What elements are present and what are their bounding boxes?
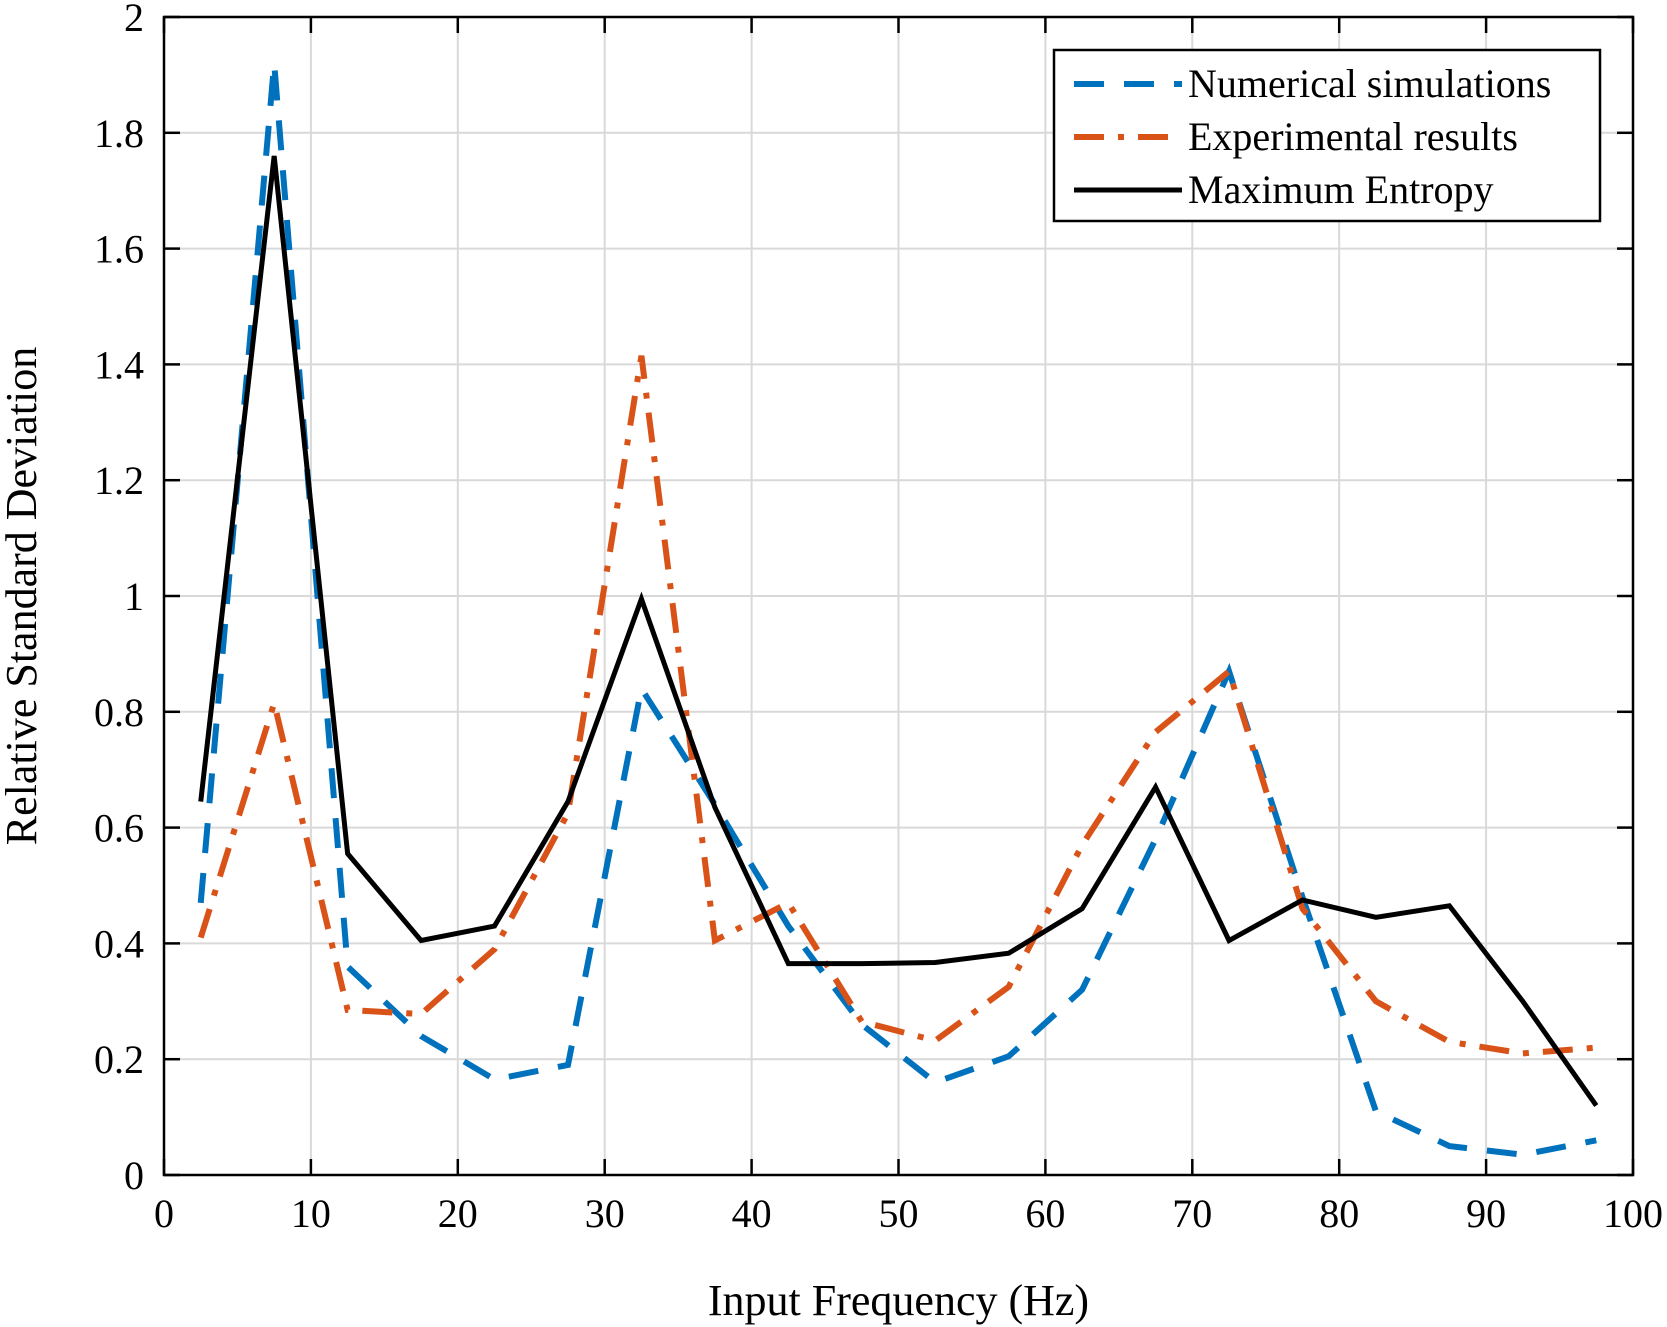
y-tick-label: 2 [124, 0, 144, 40]
x-tick-label: 100 [1603, 1191, 1663, 1236]
y-tick-label: 1.8 [94, 111, 144, 156]
y-tick-label: 0.8 [94, 690, 144, 735]
x-tick-label: 30 [585, 1191, 625, 1236]
y-tick-label: 1.4 [94, 342, 144, 387]
legend: Numerical simulations Experimental result… [1052, 48, 1602, 223]
y-tick-label: 1.6 [94, 227, 144, 272]
x-tick-label: 10 [291, 1191, 331, 1236]
tick-labels: 0 10 20 30 40 50 60 70 80 90 100 0 0.2 0.4 0.6 0.8 1 1.2 1… [94, 0, 1663, 1236]
x-tick-label: 20 [438, 1191, 478, 1236]
x-tick-label: 50 [879, 1191, 919, 1236]
series-line-maximum-entropy [198, 155, 1599, 1107]
x-tick-label: 80 [1319, 1191, 1359, 1236]
series-layer [197, 63, 1599, 1158]
series-line-numerical-simulations [197, 63, 1597, 1158]
y-tick-label: 1 [124, 574, 144, 619]
y-axis-title: Relative Standard Deviation [0, 347, 46, 846]
axis-ticks [162, 15, 1635, 1177]
y-tick-label: 1.2 [94, 458, 144, 503]
legend-label: Maximum Entropy [1188, 167, 1494, 212]
y-tick-label: 0.2 [94, 1037, 144, 1082]
y-tick-label: 0.4 [94, 921, 144, 966]
x-tick-label: 60 [1025, 1191, 1065, 1236]
x-tick-label: 40 [732, 1191, 772, 1236]
legend-label: Experimental results [1188, 114, 1518, 159]
legend-label: Numerical simulations [1188, 61, 1551, 106]
y-tick-label: 0 [124, 1153, 144, 1198]
series-line-experimental-results [197, 355, 1597, 1057]
x-tick-label: 90 [1466, 1191, 1506, 1236]
x-tick-label: 0 [154, 1191, 174, 1236]
y-tick-label: 0.6 [94, 806, 144, 851]
x-axis-title: Input Frequency (Hz) [708, 1276, 1089, 1325]
x-tick-label: 70 [1172, 1191, 1212, 1236]
